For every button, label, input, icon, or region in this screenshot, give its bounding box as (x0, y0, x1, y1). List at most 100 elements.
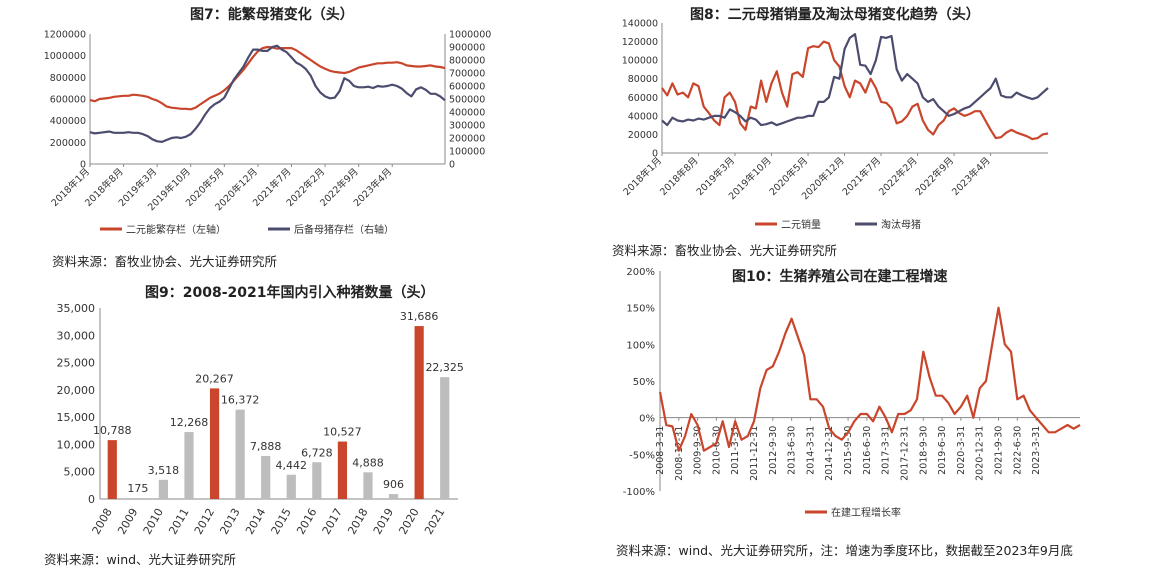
bar-value-label: 31,686 (400, 310, 439, 323)
legend-label-0: 在建工程增长率 (831, 506, 901, 519)
y-tick-label-right: 200000 (449, 134, 485, 145)
fig8-panel: 图8：二元母猪销量及淘汰母猪变化趋势（头） 0 20000 40000 60000 80… (580, 0, 1159, 262)
series-line-1 (661, 32, 1049, 127)
x-tick-label: 2022年2月 (876, 155, 919, 198)
x-tick-label: 2020 (396, 506, 421, 537)
fig7-source: 资料来源：畜牧业协会、光大证券研究所 (52, 254, 278, 269)
y-tick-label: 80000 (628, 74, 658, 85)
bar-value-label: 10,527 (323, 426, 362, 439)
x-tick-label: 2020-3-31 (956, 426, 967, 475)
fig8-title: 图8：二元母猪销量及淘汰母猪变化趋势（头） (690, 7, 980, 23)
bar-value-label: 4,888 (352, 456, 384, 469)
x-tick-label: 2018 (345, 506, 370, 537)
x-tick-label: 2018-9-30 (918, 426, 929, 475)
x-tick-label: 2014-3-31 (805, 426, 816, 475)
x-tick-label: 2008-12-31 (674, 426, 685, 481)
y-tick-label: 140000 (622, 19, 658, 30)
bar-2015 (286, 474, 296, 499)
bar-value-label: 10,788 (93, 424, 132, 437)
x-tick-label: 2017 (320, 506, 345, 537)
x-tick-label: 2011-3-31 (730, 426, 741, 475)
fig9-chart: 0 5,000 10,000 15,000 20,000 25,000 30,000 35,0… (57, 302, 464, 537)
y-tick-label: 1000000 (44, 51, 86, 62)
y-tick-label-right: 0 (449, 160, 455, 171)
bar-value-label: 12,268 (170, 416, 209, 429)
x-tick-label: 2014 (243, 506, 268, 537)
bar-2017 (337, 441, 348, 499)
x-tick-label: 2012 (192, 506, 217, 537)
x-tick-label: 2011 (166, 506, 191, 537)
fig9-panel: 图9：2008-2021年国内引入种猪数量（头） 0 5,000 10,000 15,… (0, 278, 560, 572)
x-tick-label: 2021 (422, 506, 447, 537)
bar-2013 (235, 409, 245, 499)
x-tick-label: 2017-3-31 (881, 426, 892, 475)
x-tick-label: 2012-9-30 (768, 426, 779, 475)
legend-label-0: 二元销量 (781, 218, 821, 231)
x-tick-label: 2010 (141, 506, 166, 537)
fig10-title: 图10：生猪养殖公司在建工程增速 (732, 269, 948, 285)
x-tick-label: 2020-12-31 (975, 426, 986, 481)
y-tick-label: 50% (633, 377, 655, 388)
y-tick-label: 200% (626, 267, 655, 278)
x-tick-label: 2023年4月 (949, 155, 992, 198)
y-tick-label: 800000 (50, 73, 86, 84)
fig8-source: 资料来源：畜牧业协会、光大证券研究所 (612, 243, 838, 258)
bar-2016 (312, 462, 322, 499)
y-tick-label: 200000 (50, 138, 86, 149)
x-tick-label: 2008-3-31 (655, 426, 666, 475)
series-line-1 (89, 44, 446, 143)
fig10-source: 资料来源：wind、光大证券研究所，注：增速为季度环比，数据截至2023年9月底 (616, 543, 1073, 558)
bar-value-label: 3,518 (148, 464, 180, 477)
series-line-0 (661, 40, 1049, 141)
x-tick-label: 2019-6-30 (937, 426, 948, 475)
bar-2008 (107, 440, 117, 499)
x-tick-label: 2008 (90, 506, 115, 537)
fig7-panel: 图7：能繁母猪变化（头） 0 200000 400000 600000 800000 10… (0, 0, 560, 280)
x-tick-label: 2009-9-30 (693, 426, 704, 475)
fig9-title: 图9：2008-2021年国内引入种猪数量（头） (145, 285, 435, 301)
y-tick-label: 25,000 (57, 357, 96, 370)
y-tick-label: 1200000 (44, 30, 86, 41)
x-tick-label: 2022年9月 (913, 155, 956, 198)
x-tick-label: 2015-9-30 (843, 426, 854, 475)
bar-value-label: 22,325 (425, 361, 464, 374)
y-tick-label: -100% (623, 487, 655, 498)
bar-2009 (133, 498, 143, 499)
x-tick-label: 2022-6-30 (1012, 426, 1023, 475)
x-tick-label: 2013 (217, 506, 242, 537)
y-tick-label: 0 (652, 149, 658, 160)
fig8-chart: 0 20000 40000 60000 80000 100000 120000 140000 2… (621, 19, 1049, 231)
y-tick-label-right: 600000 (449, 82, 485, 93)
y-tick-label: 5,000 (64, 466, 96, 479)
x-tick-label: 2019 (371, 506, 396, 537)
x-tick-label: 2010-6-30 (711, 426, 722, 475)
x-tick-label: 2023-3-31 (1031, 426, 1042, 475)
y-tick-label: 0% (639, 414, 655, 425)
y-tick-label-right: 800000 (449, 56, 485, 67)
fig7-chart: 0 200000 400000 600000 800000 1000000 1200000 0… (44, 30, 492, 237)
y-tick-label: 600000 (50, 95, 86, 106)
bar-value-label: 16,372 (221, 394, 260, 407)
y-tick-label: 10,000 (57, 438, 96, 451)
x-tick-label: 2016-6-30 (862, 426, 873, 475)
bar-value-label: 6,728 (301, 446, 333, 459)
legend-label-0: 二元能繁存栏（左轴） (126, 223, 226, 236)
y-tick-label-right: 700000 (449, 69, 485, 80)
bar-2012 (209, 388, 220, 499)
y-tick-label: 120000 (622, 37, 658, 48)
x-tick-label: 2018年8月 (657, 155, 700, 198)
bar-2011 (184, 432, 194, 499)
bar-value-label: 906 (383, 478, 404, 491)
y-tick-label: 0 (80, 160, 86, 171)
x-tick-label: 2016 (294, 506, 319, 537)
bar-2020 (414, 326, 424, 499)
x-tick-label: 2009 (115, 506, 140, 537)
bar-2010 (158, 479, 169, 499)
bar-2021 (440, 377, 450, 499)
legend-label-1: 后备母猪存栏（右轴） (294, 223, 394, 236)
bar-value-label: 4,442 (276, 459, 308, 472)
bar-2014 (261, 455, 271, 499)
y-tick-label-right: 900000 (449, 43, 485, 54)
legend-label-1: 淘汰母猪 (881, 218, 921, 231)
x-tick-label: 2015 (269, 506, 294, 537)
